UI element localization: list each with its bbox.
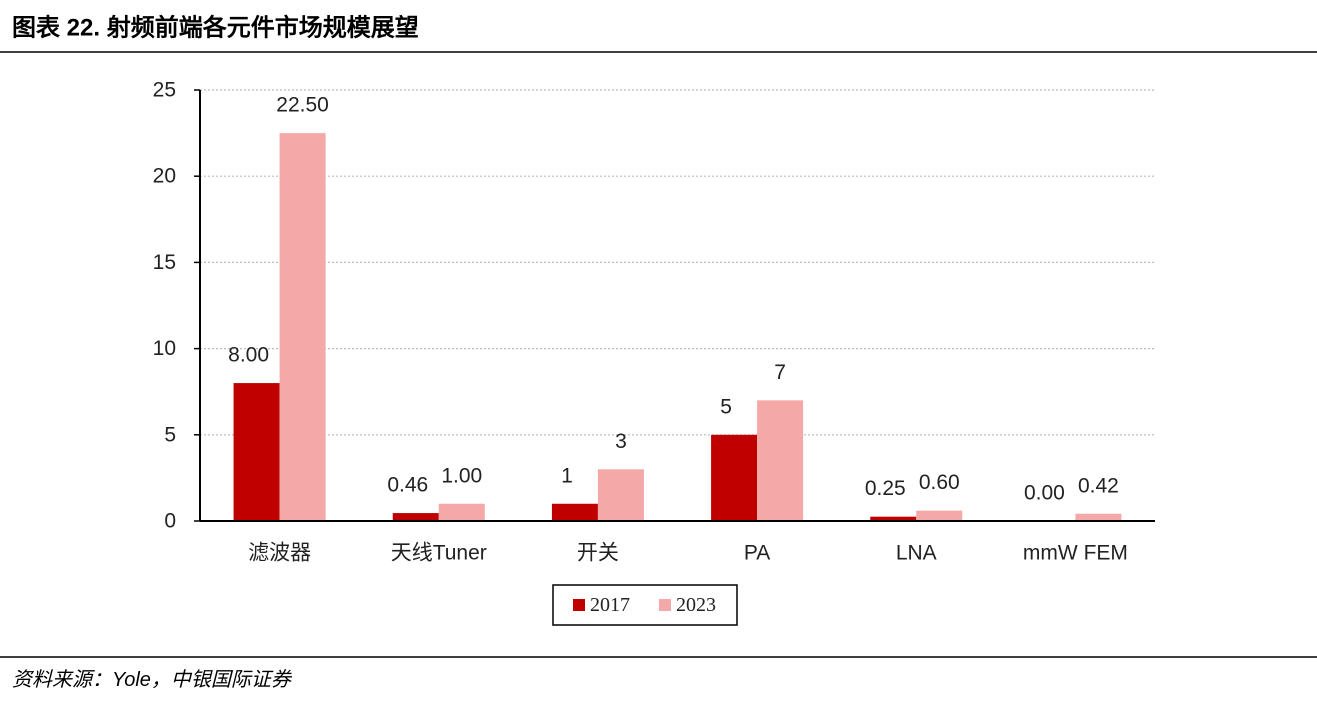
y-tick-label: 0 [164, 510, 176, 533]
value-label: 0.46 [387, 474, 428, 497]
bar [757, 400, 804, 521]
bar [279, 133, 326, 521]
value-label: 7 [774, 361, 786, 384]
legend-label: 2023 [676, 594, 716, 616]
value-label: 0.60 [919, 471, 960, 494]
bar [711, 434, 758, 521]
bar [438, 503, 485, 521]
value-label: 8.00 [228, 344, 269, 367]
x-tick-label: 天线Tuner [391, 542, 487, 565]
value-label: 22.50 [276, 94, 329, 117]
bar [1075, 513, 1122, 521]
y-tick-label: 5 [164, 423, 176, 446]
bar [870, 516, 917, 521]
value-label: 0.42 [1078, 474, 1119, 497]
bar [597, 469, 644, 521]
value-label: 1 [561, 464, 573, 487]
value-label: 0.25 [865, 477, 906, 500]
x-tick-label: PA [744, 542, 770, 565]
value-label: 3 [615, 430, 627, 453]
legend-label: 2017 [590, 594, 630, 616]
bar [551, 503, 598, 521]
legend-swatch [659, 599, 671, 611]
legend-swatch [573, 599, 585, 611]
y-tick-label: 20 [153, 165, 176, 188]
value-label: 5 [720, 395, 732, 418]
x-tick-label: mmW FEM [1023, 542, 1128, 565]
y-tick-label: 10 [153, 337, 176, 360]
y-tick-label: 25 [153, 79, 176, 102]
bar [233, 383, 280, 521]
x-tick-label: 开关 [577, 542, 619, 565]
x-tick-label: 滤波器 [248, 542, 311, 565]
bar [916, 510, 963, 521]
value-label: 1.00 [441, 464, 482, 487]
y-tick-label: 15 [153, 251, 176, 274]
x-tick-label: LNA [896, 542, 937, 565]
bar [392, 513, 439, 521]
value-label: 0.00 [1024, 482, 1065, 505]
source-note: 资料来源：Yole，中银国际证券 [12, 669, 293, 691]
chart-title: 图表 22. 射频前端各元件市场规模展望 [12, 14, 419, 42]
